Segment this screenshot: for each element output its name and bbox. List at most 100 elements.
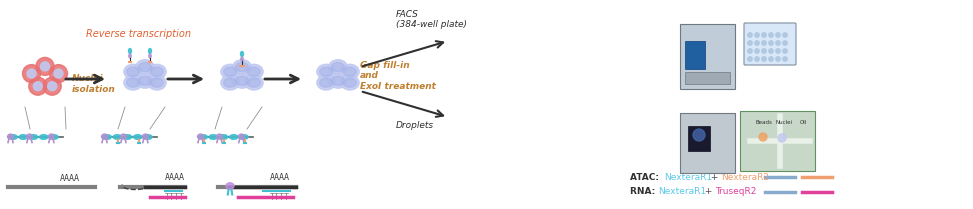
Text: Gap fill-in
and
ExoI treatment: Gap fill-in and ExoI treatment — [360, 61, 436, 91]
Text: ATAC:: ATAC: — [630, 172, 662, 181]
Ellipse shape — [19, 135, 27, 139]
Bar — [680, 113, 735, 173]
Circle shape — [769, 57, 774, 61]
Ellipse shape — [124, 75, 142, 90]
Bar — [740, 111, 815, 171]
Text: TTTT: TTTT — [165, 193, 185, 202]
Text: Oil: Oil — [800, 120, 808, 125]
Text: AAAA: AAAA — [60, 174, 80, 183]
Ellipse shape — [136, 60, 154, 74]
Ellipse shape — [247, 67, 261, 76]
Ellipse shape — [29, 135, 38, 139]
Circle shape — [762, 41, 766, 45]
Circle shape — [43, 77, 61, 95]
Ellipse shape — [224, 67, 236, 76]
Ellipse shape — [233, 60, 251, 74]
Ellipse shape — [233, 74, 251, 88]
Circle shape — [775, 33, 780, 37]
Bar — [688, 126, 710, 151]
Ellipse shape — [49, 134, 54, 139]
FancyBboxPatch shape — [744, 23, 796, 65]
Circle shape — [27, 69, 36, 78]
Text: TruseqR2: TruseqR2 — [715, 187, 756, 196]
Ellipse shape — [40, 135, 48, 139]
Ellipse shape — [209, 135, 218, 139]
Text: Beads: Beads — [755, 120, 772, 125]
Circle shape — [783, 49, 787, 53]
Circle shape — [693, 129, 705, 141]
Circle shape — [769, 49, 774, 53]
Ellipse shape — [198, 135, 207, 139]
Circle shape — [783, 41, 787, 45]
Ellipse shape — [142, 134, 148, 139]
Ellipse shape — [341, 75, 359, 90]
Text: Reverse transcription: Reverse transcription — [86, 29, 191, 39]
Circle shape — [748, 49, 752, 53]
Ellipse shape — [221, 64, 239, 79]
Ellipse shape — [247, 78, 261, 87]
Text: RNA:: RNA: — [630, 187, 659, 196]
Circle shape — [762, 33, 766, 37]
Ellipse shape — [148, 64, 166, 79]
Ellipse shape — [138, 76, 152, 85]
Ellipse shape — [8, 134, 14, 139]
Circle shape — [748, 57, 752, 61]
Text: NexteraR1: NexteraR1 — [664, 172, 712, 181]
Ellipse shape — [128, 48, 131, 54]
Circle shape — [759, 133, 767, 141]
Ellipse shape — [126, 78, 139, 87]
Circle shape — [755, 49, 759, 53]
Ellipse shape — [245, 64, 263, 79]
Ellipse shape — [138, 62, 152, 72]
Ellipse shape — [113, 135, 122, 139]
Ellipse shape — [239, 135, 248, 139]
Ellipse shape — [235, 62, 248, 72]
Text: +: + — [702, 187, 715, 196]
Ellipse shape — [240, 51, 243, 56]
Bar — [685, 72, 730, 84]
Circle shape — [775, 49, 780, 53]
Ellipse shape — [124, 64, 142, 79]
Ellipse shape — [221, 75, 239, 90]
Ellipse shape — [149, 54, 151, 58]
Ellipse shape — [26, 134, 32, 139]
Ellipse shape — [133, 135, 142, 139]
Ellipse shape — [136, 74, 154, 88]
Ellipse shape — [224, 78, 236, 87]
Text: Droplets: Droplets — [396, 121, 434, 130]
Circle shape — [769, 33, 774, 37]
Ellipse shape — [230, 135, 238, 139]
Circle shape — [755, 41, 759, 45]
Ellipse shape — [329, 60, 347, 74]
Circle shape — [22, 65, 41, 83]
Circle shape — [775, 41, 780, 45]
Circle shape — [762, 57, 766, 61]
Ellipse shape — [332, 62, 344, 72]
Circle shape — [783, 57, 787, 61]
Ellipse shape — [50, 135, 58, 139]
Circle shape — [775, 57, 780, 61]
Circle shape — [36, 57, 54, 75]
Text: AAAA: AAAA — [165, 173, 185, 182]
Circle shape — [755, 33, 759, 37]
Text: TTTT: TTTT — [270, 193, 290, 202]
Ellipse shape — [332, 76, 344, 85]
Text: FACS
(384-well plate): FACS (384-well plate) — [396, 10, 467, 29]
Text: +: + — [708, 172, 721, 181]
Ellipse shape — [151, 78, 163, 87]
Text: NexteraR2: NexteraR2 — [721, 172, 769, 181]
Circle shape — [41, 62, 50, 71]
Ellipse shape — [235, 76, 248, 85]
Ellipse shape — [124, 135, 131, 139]
Circle shape — [748, 41, 752, 45]
Ellipse shape — [226, 183, 234, 189]
Circle shape — [29, 77, 47, 95]
Ellipse shape — [121, 134, 126, 139]
Ellipse shape — [9, 135, 18, 139]
Circle shape — [50, 65, 67, 83]
Ellipse shape — [317, 75, 336, 90]
Ellipse shape — [245, 75, 263, 90]
Ellipse shape — [219, 135, 228, 139]
Ellipse shape — [343, 78, 356, 87]
Ellipse shape — [317, 64, 336, 79]
